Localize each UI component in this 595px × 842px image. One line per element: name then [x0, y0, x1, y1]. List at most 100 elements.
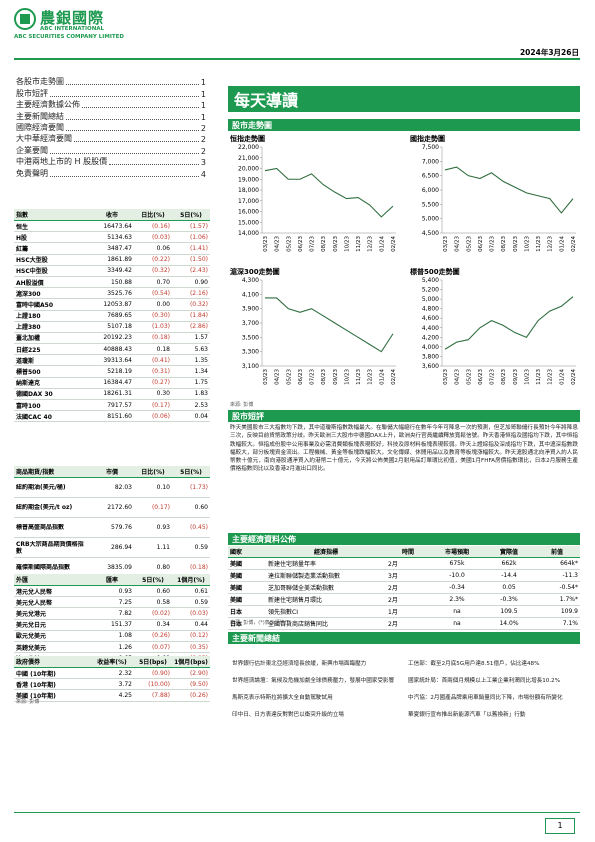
table-cell: 市場預期: [444, 549, 469, 556]
table-cell: 美國: [230, 561, 243, 568]
x-tick-label: 04/23: [275, 236, 281, 252]
table-cell: 2.53: [194, 401, 208, 409]
table-cell: -0.54*: [559, 584, 578, 591]
table-cell: (0.02): [151, 609, 170, 617]
table-cell: 匯率: [105, 577, 118, 584]
table-row: 美國 新建住宅銷售月環比 2月 2.3% -0.3% 1.7%*: [228, 594, 580, 606]
x-tick-label: 01/24: [559, 369, 565, 385]
table-cell: 5218.19: [107, 368, 132, 376]
table-cell: -0.34: [449, 584, 465, 591]
x-tick-label: 03/23: [443, 369, 449, 385]
table-cell: 7.25: [118, 598, 132, 606]
table-cell: (2.86): [189, 323, 208, 331]
table-cell: 0.04: [194, 412, 208, 420]
y-tick-label: 4,400: [422, 325, 439, 332]
table-cell: 150.88: [111, 278, 132, 286]
x-tick-label: 02/24: [391, 369, 397, 385]
news-item: 華夏銀行宣布推出新能源汽車「以舊換新」行動: [408, 712, 526, 718]
table-row: H股 5134.63 (0.03) (1.06): [14, 232, 210, 244]
table-cell: (0.41): [151, 356, 170, 364]
table-cell: (0.03): [189, 609, 208, 617]
table-cell: 3487.47: [107, 244, 132, 252]
y-tick-label: 16,000: [238, 209, 259, 216]
table-cell: 指數: [16, 212, 29, 219]
x-tick-label: 07/23: [310, 236, 316, 252]
table-cell: 7.1%: [562, 620, 578, 627]
toc-item: 企業要聞 2: [16, 144, 206, 156]
table-cell: 0.80: [156, 564, 170, 571]
news-item: 中汽協：2月國產品牌乘用車銷量同比下降，市場份額有所變化: [408, 695, 563, 701]
y-tick-label: 6,000: [422, 187, 439, 194]
y-tick-label: 5,000: [422, 216, 439, 223]
y-tick-label: 4,300: [242, 277, 259, 284]
table-cell: 0.60: [156, 587, 170, 595]
table-cell: 0.06: [156, 244, 170, 252]
table-cell: 1.7%*: [559, 596, 578, 603]
table-row: CRB大宗商品期貨價格指數 286.94 1.11 0.59: [14, 538, 210, 558]
table-cell: H股: [16, 234, 28, 242]
company-en: ABC INTERNATIONAL: [40, 26, 105, 32]
table-cell: (1.50): [189, 256, 208, 264]
toc-title: 主要新聞總結: [16, 111, 64, 121]
table-cell: 0.60: [194, 504, 208, 511]
table-cell: 151.37: [111, 621, 132, 629]
news-item: 世界銀行估計東北亞經濟增長放緩，新興市場面臨壓力: [232, 661, 367, 667]
table-cell: (0.16): [151, 222, 170, 230]
table-cell: AH股溢價: [16, 279, 44, 287]
table-cell: -11.3: [562, 572, 578, 579]
table-cell: -10.0: [449, 572, 465, 579]
table-cell: 國家: [230, 549, 243, 556]
y-tick-label: 3,800: [422, 353, 439, 360]
x-tick-label: 01/24: [559, 236, 565, 252]
table-cell: 1個月(bps): [174, 659, 208, 666]
toc-page: 2: [200, 146, 206, 156]
table-cell: (0.27): [151, 379, 170, 387]
table-cell: (10.00): [148, 680, 170, 688]
table-cell: 富時100: [16, 402, 41, 410]
news-item: 印中日、日方表達反對對巴以衝突升級的立場: [232, 712, 344, 718]
table-cell: 0.93: [156, 524, 170, 531]
y-tick-label: 3,500: [242, 334, 259, 341]
table-cell: 納斯達克: [16, 380, 41, 388]
toc-item: 各股市走勢圖 1: [16, 76, 206, 87]
footer-rule: [14, 812, 580, 813]
table-cell: 美元兌人民幣: [16, 599, 53, 607]
x-tick-label: 07/23: [490, 369, 496, 385]
y-tick-label: 4,800: [422, 306, 439, 313]
company-full: ABC SECURITIES COMPANY LIMITED: [14, 34, 124, 40]
y-tick-label: 4,100: [242, 291, 259, 298]
table-cell: na: [453, 608, 461, 615]
x-tick-label: 12/23: [368, 369, 374, 385]
table-cell: 3349.42: [107, 267, 132, 275]
y-tick-label: 14,000: [238, 230, 259, 237]
table-cell: 3月: [388, 573, 398, 580]
table-cell: 經濟指標: [313, 549, 338, 556]
table-cell: 0.58: [156, 598, 170, 606]
table-cell: 道瓊斯: [16, 357, 35, 365]
x-tick-label: 07/23: [310, 369, 316, 385]
table-cell: 日本: [230, 621, 243, 628]
toc-leader: [50, 95, 199, 97]
table-cell: 18261.31: [103, 390, 132, 398]
y-tick-label: 3,900: [242, 306, 259, 313]
table-cell: 收益率(%): [97, 659, 127, 666]
toc-page: 1: [200, 89, 206, 99]
y-tick-label: 15,000: [238, 219, 259, 226]
table-cell: (0.90): [151, 669, 170, 677]
table-cell: (0.12): [189, 632, 208, 640]
table-cell: 外匯: [16, 577, 29, 584]
toc-title: 主要經濟數據公佈: [16, 100, 80, 110]
section-bar: 股市短評: [228, 410, 580, 422]
table-cell: 日經225: [16, 346, 41, 354]
table-cell: (1.57): [189, 222, 208, 230]
table-cell: 滬深300: [16, 290, 41, 298]
table-row: 香港 (10年期) 3.72 (10.00) (9.50): [14, 679, 210, 691]
table-cell: (0.07): [151, 643, 170, 651]
table-row: 恒生 16473.64 (0.16) (1.57): [14, 221, 210, 233]
toc-title: 國際經濟要聞: [16, 122, 64, 132]
table-cell: 0.34: [156, 621, 170, 629]
header-rule: [14, 58, 580, 60]
table-row: 日本 全國百貨商店銷售同比 2月 na 14.0% 7.1%: [228, 618, 580, 630]
table-cell: 美國: [230, 573, 243, 580]
y-tick-label: 5,200: [422, 287, 439, 294]
